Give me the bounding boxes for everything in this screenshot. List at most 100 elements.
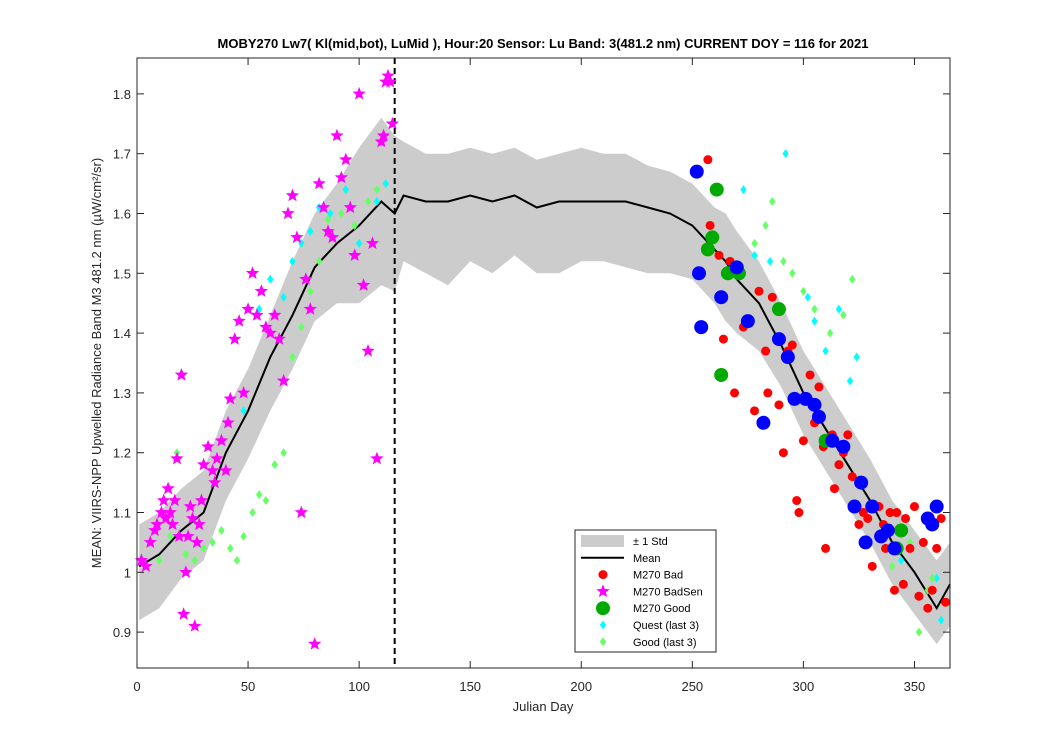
good-last-3-point (800, 286, 807, 296)
legend-label: M270 BadSen (633, 586, 703, 598)
m270-badsen-point (339, 152, 353, 166)
m270-badsen-point (201, 439, 215, 453)
good-last-3-point (324, 214, 332, 224)
legend-label: Mean (633, 553, 661, 565)
m270-bad-point (834, 460, 844, 470)
m270-badsen-point (312, 176, 326, 190)
m270-bad-point (889, 585, 899, 595)
m270-bad-point (927, 585, 937, 595)
m270-badsen-point (361, 344, 375, 357)
m270-bad-point (754, 286, 764, 296)
plot-frame (136, 57, 951, 669)
y-tick-label: 1.3 (113, 386, 131, 401)
quest-last-3-point (933, 573, 940, 583)
m270-good-blue-point (787, 391, 802, 406)
m270-badsen-point (245, 266, 260, 279)
m270-badsen-point (383, 74, 397, 88)
m270-good-point (705, 230, 720, 245)
m270-bad-point (936, 513, 946, 523)
m270-good-blue-point (929, 499, 944, 514)
m270-bad-point (918, 537, 928, 547)
m270-badsen-point (208, 475, 222, 489)
m270-bad-point (867, 561, 877, 571)
m270-badsen-point (303, 302, 317, 315)
m270-badsen-point (170, 451, 184, 465)
good-last-3-point (233, 555, 241, 565)
m270-badsen-point (237, 385, 251, 399)
m270-bad-point (829, 484, 839, 494)
good-last-3-point (789, 268, 796, 278)
good-last-3-point (240, 531, 247, 541)
m270-badsen-point (174, 368, 189, 381)
good-last-3-point (780, 256, 787, 266)
m270-badsen-point (334, 170, 348, 184)
quest-last-3-point (853, 352, 860, 362)
m270-badsen-point (254, 284, 269, 297)
good-last-3-point (373, 185, 381, 195)
good-last-3-point (769, 197, 776, 207)
m270-good-blue-point (780, 350, 795, 365)
quest-last-3-point (373, 197, 381, 207)
m270-good-blue-point (714, 290, 729, 305)
m270-badsen-point (356, 278, 371, 291)
m270-badsen-point (188, 619, 202, 632)
m270-bad-point (901, 513, 911, 523)
m270-good-blue-point (825, 433, 840, 448)
m270-badsen-point (272, 332, 286, 345)
m270-badsen-point (134, 553, 149, 566)
quest-last-3-point (267, 274, 274, 284)
x-tick-label: 350 (904, 679, 926, 694)
quest-last-3-point (751, 250, 758, 260)
legend-label: ± 1 Std (633, 536, 668, 548)
m270-bad-point (774, 400, 784, 410)
std-band (139, 117, 950, 645)
y-tick-label: 1.6 (113, 206, 131, 221)
m270-badsen-point (154, 505, 169, 519)
m270-bad-point (821, 543, 831, 553)
m270-badsen-point (263, 326, 277, 339)
m270-good-blue-point (887, 541, 902, 556)
x-tick-label: 50 (241, 679, 255, 694)
m270-bad-point (898, 579, 908, 589)
quest-last-3-point (382, 179, 389, 189)
good-last-3-point (364, 197, 372, 207)
m270-good-blue-point (689, 164, 704, 179)
m270-bad-point (750, 406, 760, 416)
legend-label: Good (last 3) (633, 637, 697, 649)
good-last-3-point (307, 286, 314, 296)
m270-badsen-point (185, 511, 200, 525)
m270-badsen-point (181, 529, 195, 543)
quest-last-3-point (289, 256, 296, 266)
m270-good-blue-point (854, 475, 869, 490)
m270-bad-point (923, 603, 933, 613)
y-tick-label: 1.5 (113, 266, 131, 281)
good-last-3-point (751, 238, 758, 248)
m270-good-blue-point (694, 320, 709, 335)
legend-label: Quest (last 3) (633, 620, 699, 632)
m270-bad-point (932, 543, 942, 553)
m270-bad-point (718, 334, 728, 344)
legend-symbol-5 (599, 620, 607, 630)
m270-good-blue-point (811, 409, 826, 424)
good-last-3-point (218, 525, 225, 535)
m270-good-blue-point (771, 332, 786, 347)
m270-badsen-point (159, 511, 173, 525)
x-tick-label: 150 (459, 679, 481, 694)
good-last-3-point (315, 256, 323, 266)
m270-badsen-point (219, 463, 233, 477)
m270-badsen-point (294, 505, 308, 519)
m270-badsen-point (163, 505, 177, 519)
m270-bad-point (798, 436, 808, 446)
legend-label: M270 Good (633, 603, 690, 615)
m270-badsen-point (299, 272, 313, 285)
m270-badsen-point (381, 68, 395, 82)
m270-good-point (709, 182, 724, 197)
quest-last-3-point (740, 185, 747, 195)
m270-badsen-point (285, 188, 300, 202)
m270-good-blue-point (865, 499, 880, 514)
m270-badsen-point (348, 248, 362, 261)
m270-badsen-point (276, 373, 291, 387)
m270-badsen-point (192, 517, 206, 531)
